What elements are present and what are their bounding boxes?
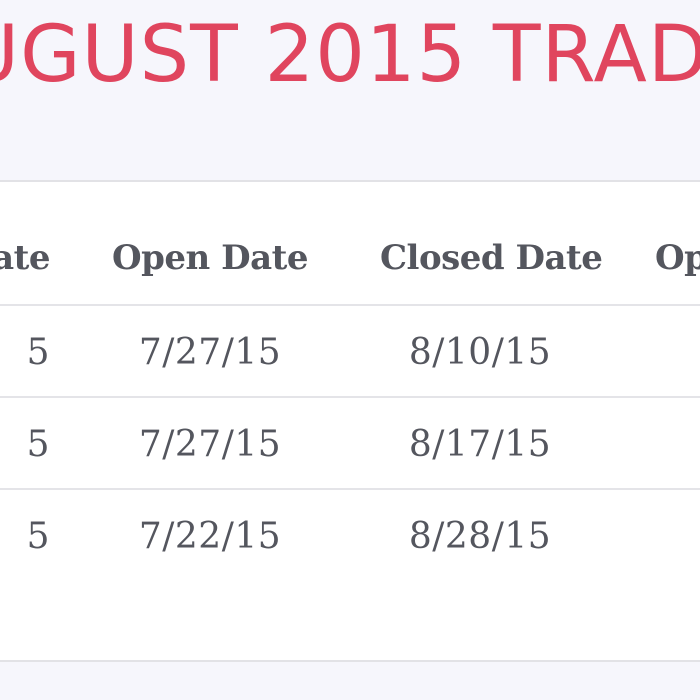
header-open-date: Open Date: [112, 238, 308, 278]
table-row: 5 7/27/15 8/17/15: [0, 396, 700, 490]
cell-prev-column: 5: [26, 332, 50, 373]
cell-prev-column: 5: [26, 424, 50, 465]
header-prev-column: ate: [0, 238, 51, 278]
cell-open-date: 7/27/15: [138, 424, 282, 465]
cell-closed-date: 8/10/15: [408, 332, 552, 373]
header-next-column: Op: [655, 238, 700, 278]
cell-open-date: 7/27/15: [138, 332, 282, 373]
cell-prev-column: 5: [26, 516, 50, 557]
table-row: 5 7/27/15 8/10/15: [0, 304, 700, 398]
trades-table: ate Open Date Closed Date Op 5 7/27/15 8…: [0, 180, 700, 662]
table-row: 5 7/22/15 8/28/15: [0, 488, 700, 582]
cell-closed-date: 8/28/15: [408, 516, 552, 557]
table-header-row: ate Open Date Closed Date Op: [0, 212, 700, 302]
cell-open-date: 7/22/15: [138, 516, 282, 557]
cell-closed-date: 8/17/15: [408, 424, 552, 465]
page-title: UGUST 2015 TRADE: [0, 10, 700, 100]
header-closed-date: Closed Date: [380, 238, 603, 278]
